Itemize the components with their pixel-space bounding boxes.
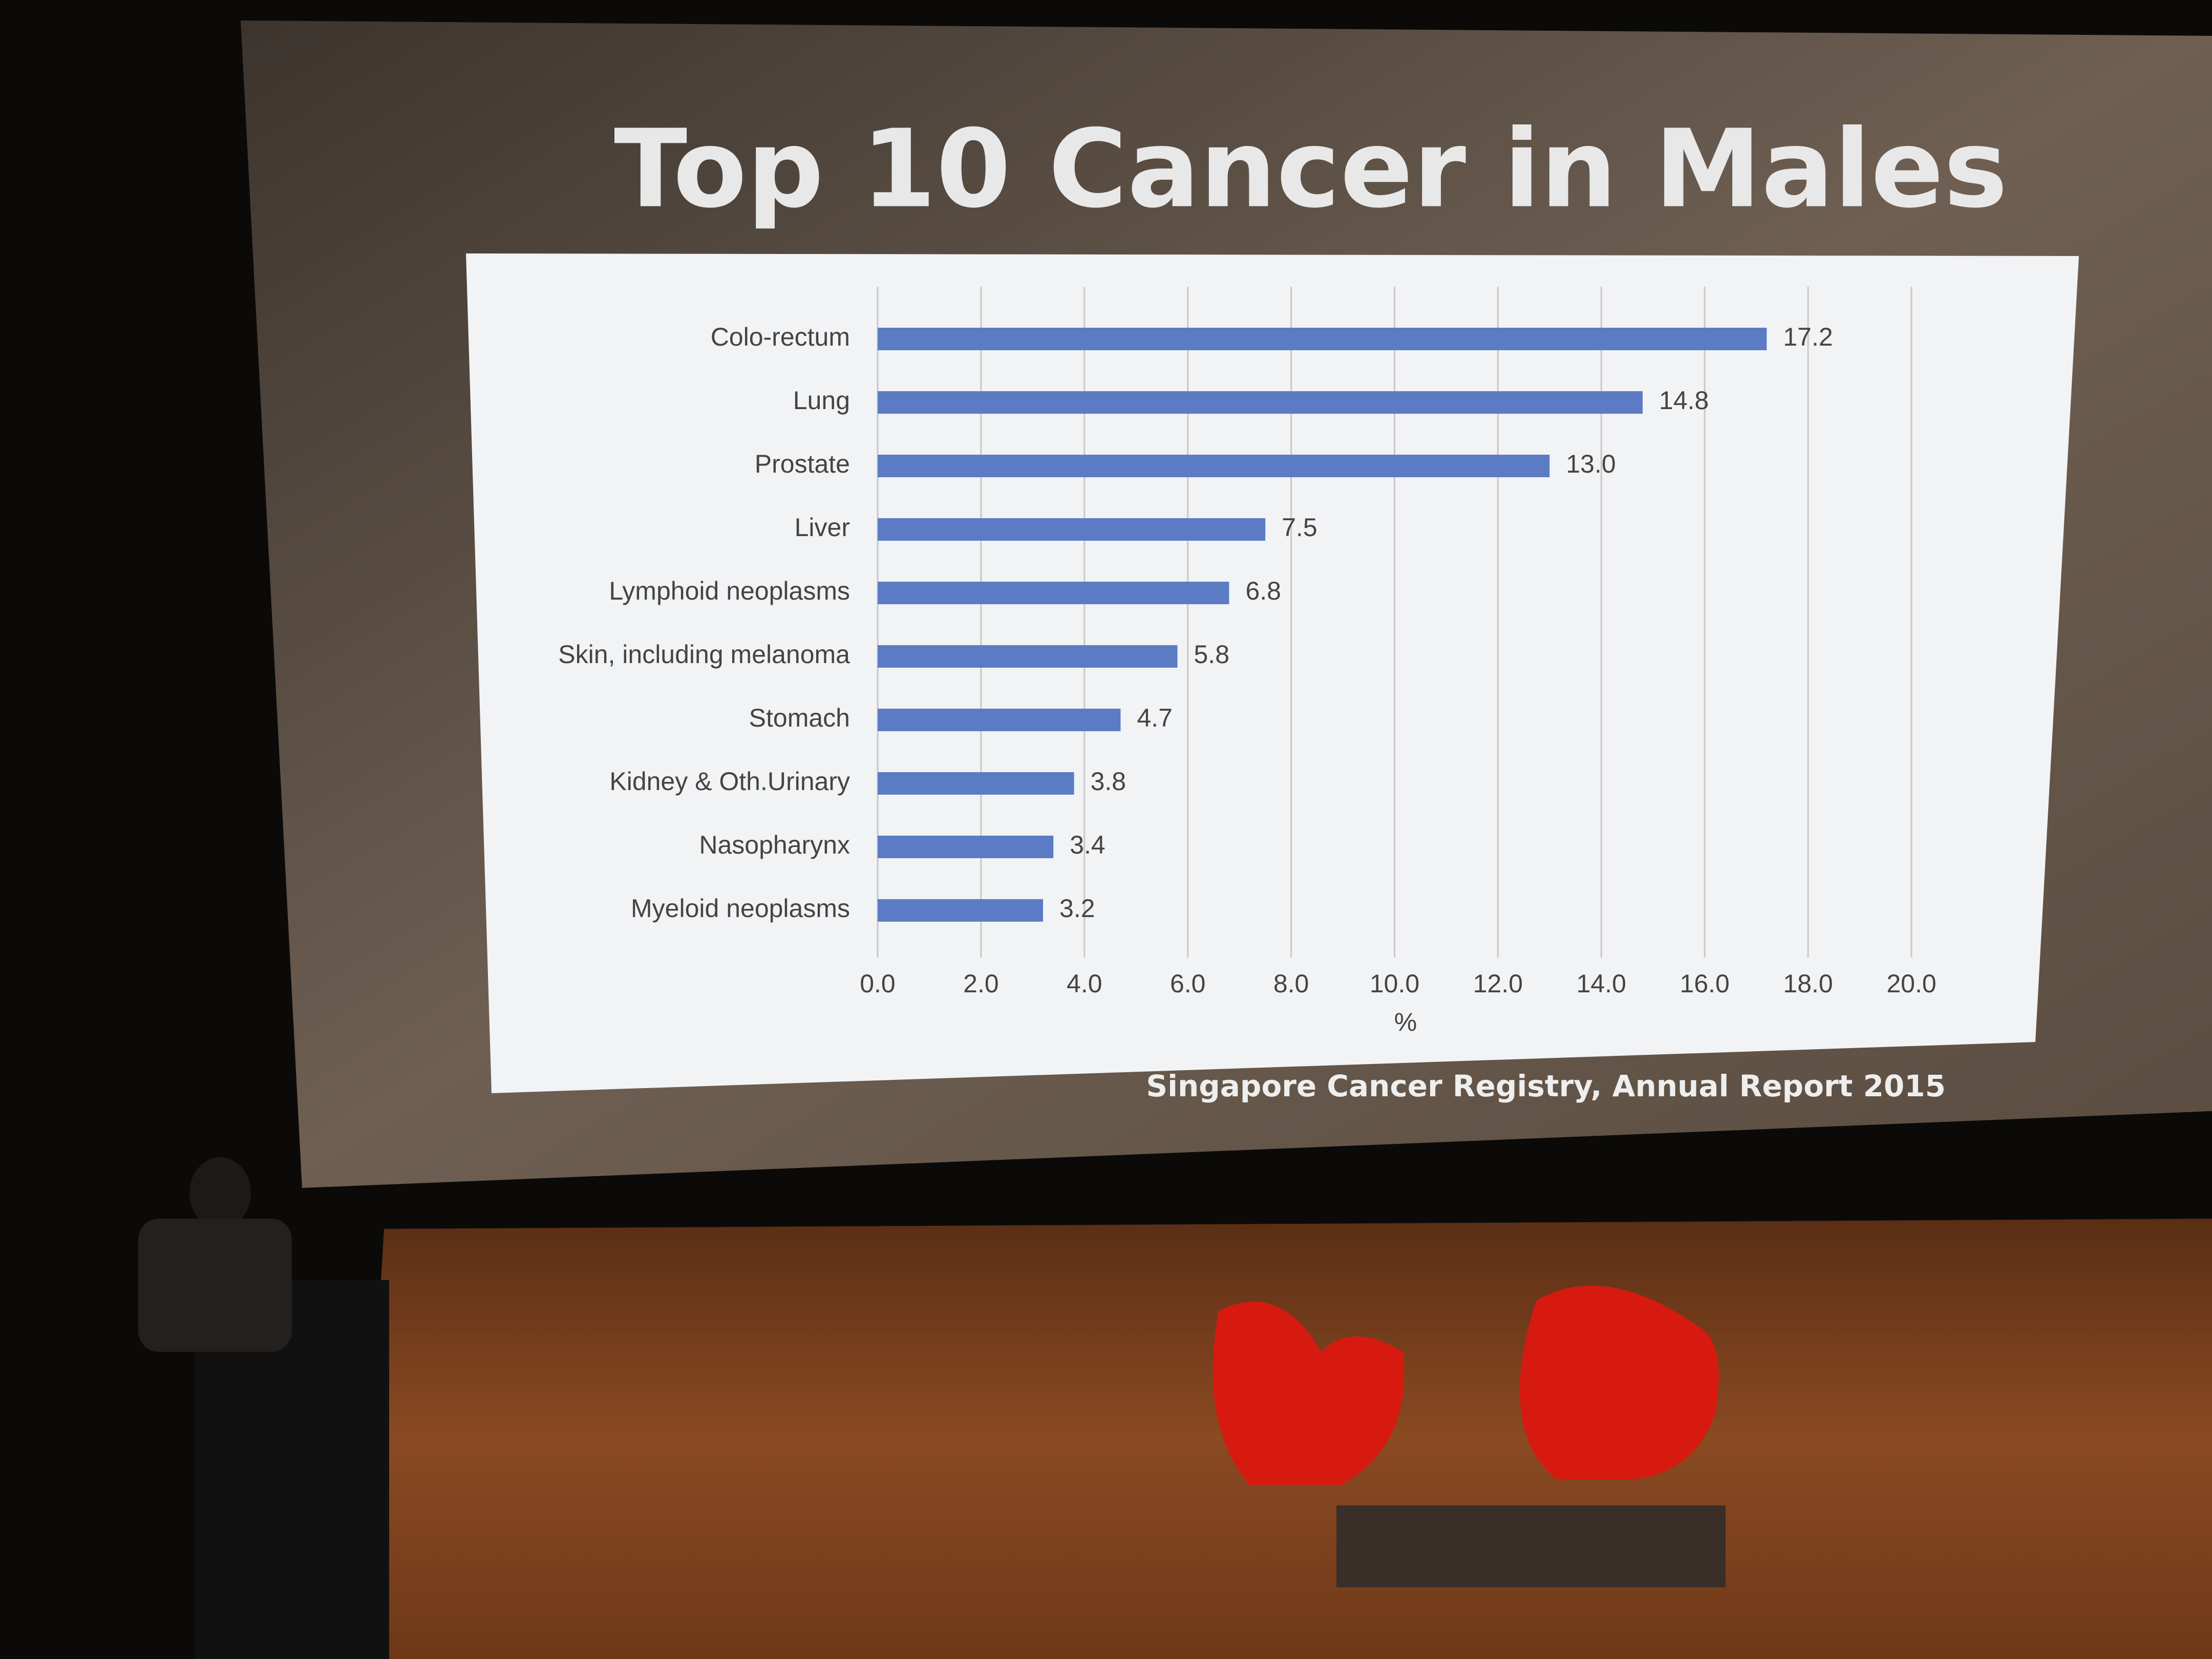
value-label: 5.8 (1194, 640, 1230, 669)
x-tick-label: 4.0 (1067, 969, 1102, 998)
x-tick-label: 20.0 (1886, 969, 1936, 998)
category-label: Myeloid neoplasms (631, 894, 850, 923)
value-label: 3.4 (1070, 831, 1105, 859)
x-tick-label: 10.0 (1370, 969, 1419, 998)
bar (878, 518, 1266, 541)
bar (878, 391, 1643, 414)
x-tick-label: 16.0 (1680, 969, 1730, 998)
bar (878, 772, 1074, 795)
bar (878, 899, 1044, 922)
x-tick-label: 18.0 (1783, 969, 1833, 998)
plot: 0.0 2.0 4.0 6.0 8.0 10.0 12.0 14.0 16.0 18.0 20.0 C… (558, 287, 1937, 998)
value-label: 13.0 (1566, 450, 1615, 478)
category-label: Stomach (749, 704, 850, 732)
value-label: 3.8 (1091, 767, 1126, 796)
category-label: Nasopharynx (699, 831, 850, 859)
value-label: 14.8 (1659, 386, 1709, 415)
chair (1520, 1285, 1719, 1480)
x-tick-label: 2.0 (963, 969, 999, 998)
category-label: Prostate (755, 450, 850, 478)
x-tick-label: 6.0 (1170, 969, 1206, 998)
x-tick-label: 0.0 (860, 969, 896, 998)
x-tick-label: 14.0 (1577, 969, 1626, 998)
value-label: 4.7 (1137, 704, 1173, 732)
category-label: Skin, including melanoma (558, 640, 850, 669)
x-axis-label: % (1394, 1008, 1417, 1036)
value-label: 6.8 (1245, 577, 1281, 605)
bar (878, 836, 1054, 858)
speaker (189, 1157, 251, 1229)
chart-title: Top 10 Cancer in Males (614, 107, 2008, 232)
chart-panel (466, 253, 2079, 1093)
category-label: Colo-rectum (711, 323, 850, 351)
source-note: Singapore Cancer Registry, Annual Report… (1146, 1069, 1946, 1103)
chair (1213, 1302, 1405, 1485)
category-label: Lung (793, 386, 850, 415)
category-label: Lymphoid neoplasms (609, 577, 850, 605)
bar (878, 645, 1178, 668)
bar (878, 582, 1229, 604)
bar (878, 455, 1550, 477)
value-label: 17.2 (1783, 323, 1833, 351)
category-label: Liver (795, 513, 850, 542)
x-tick-label: 8.0 (1273, 969, 1309, 998)
value-label: 7.5 (1282, 513, 1317, 542)
bar (878, 328, 1767, 350)
value-label: 3.2 (1059, 894, 1095, 923)
x-tick-label: 12.0 (1473, 969, 1523, 998)
speaker-body (138, 1219, 292, 1352)
category-label: Kidney & Oth.Urinary (609, 767, 850, 796)
table (1336, 1505, 1726, 1587)
bar (878, 709, 1121, 731)
